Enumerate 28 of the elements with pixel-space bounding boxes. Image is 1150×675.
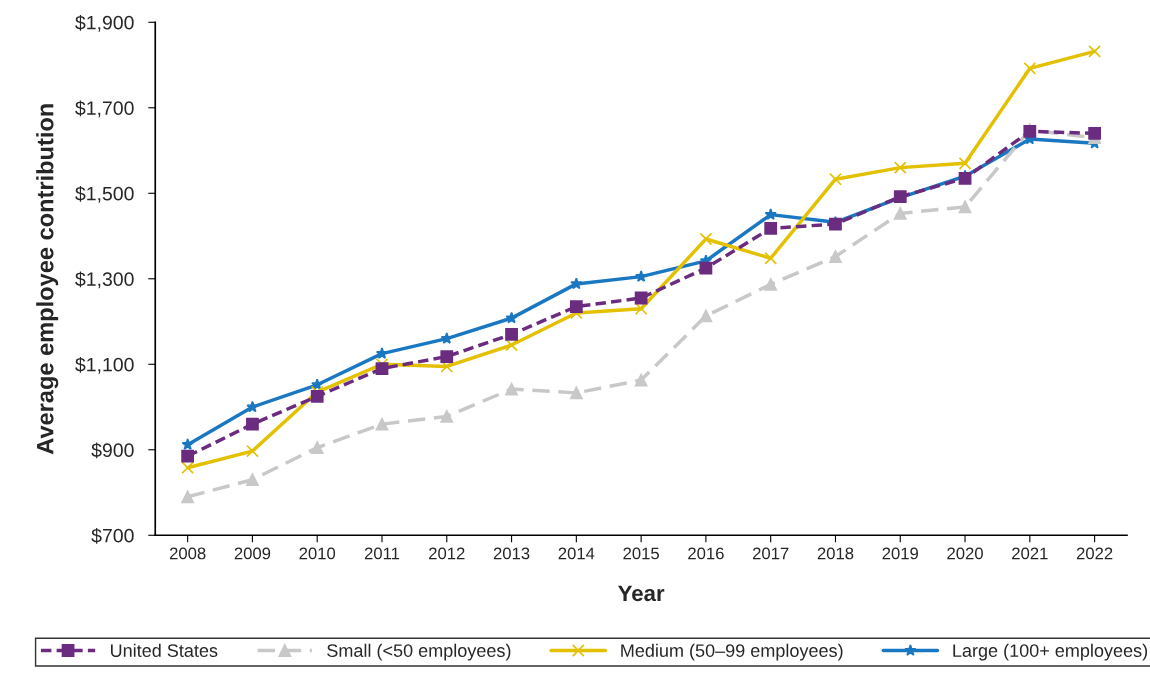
x-tick-label: 2010 (299, 547, 336, 560)
y-axis-title: Average employee contribution (36, 104, 59, 455)
y-tick-label: $700 (91, 527, 134, 544)
x-axis-title: Year (618, 585, 665, 602)
legend-label: Large (100+ employees) (953, 643, 1148, 661)
legend-label: Small (<50 employees) (327, 643, 511, 661)
x-tick-label: 2022 (1076, 547, 1113, 560)
y-tick-label: $1,300 (75, 271, 134, 289)
y-tick-label: $1,900 (75, 14, 134, 32)
legend-label: United States (110, 643, 218, 657)
legend-label: Medium (50–99 employees) (621, 643, 843, 661)
x-tick-label: 2021 (1012, 547, 1048, 560)
x-tick-label: 2015 (623, 547, 659, 560)
x-tick-label: 2018 (817, 547, 854, 560)
y-tick-label: $900 (91, 442, 134, 459)
x-tick-label: 2017 (752, 547, 789, 560)
x-tick-label: 2009 (234, 547, 271, 560)
y-tick-label: $1,700 (75, 100, 134, 118)
x-tick-label: 2013 (493, 547, 530, 560)
x-tick-label: 2019 (882, 547, 919, 560)
x-tick-label: 2016 (688, 547, 724, 560)
x-tick-label: 2008 (169, 547, 206, 560)
x-tick-label: 2011 (364, 547, 400, 560)
x-tick-label: 2020 (947, 547, 983, 560)
y-tick-label: $1,100 (75, 356, 134, 374)
x-tick-label: 2012 (429, 547, 465, 560)
y-tick-label: $1,500 (75, 185, 134, 203)
x-tick-label: 2014 (558, 547, 595, 560)
